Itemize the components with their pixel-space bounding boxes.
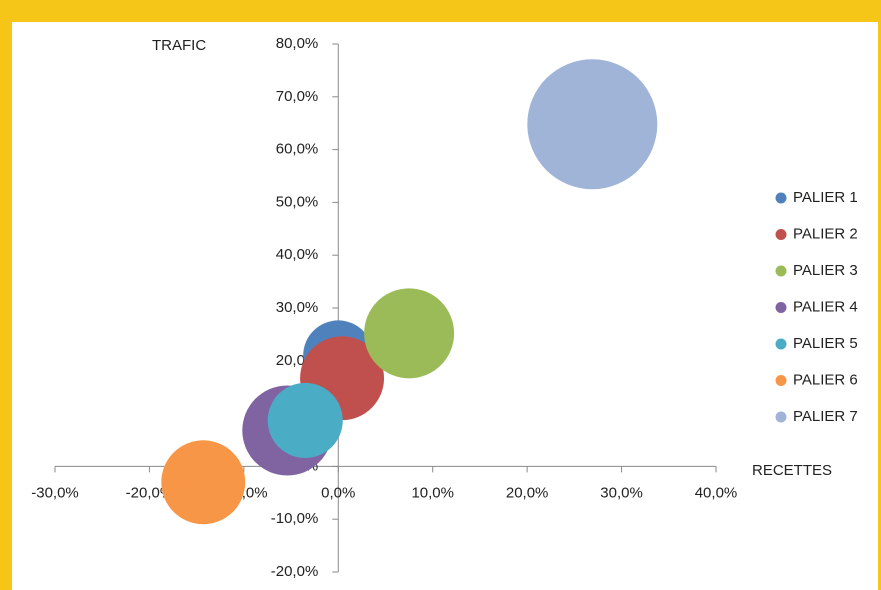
legend-label: PALIER 2 [793,225,858,242]
y-tick-label: -10,0% [271,510,319,527]
legend-label: PALIER 1 [793,189,858,206]
y-tick-label: 30,0% [276,299,319,316]
x-tick-label: 20,0% [506,484,549,501]
legend-marker [775,411,787,423]
y-tick-label: 50,0% [276,193,319,210]
y-tick-label: 60,0% [276,141,319,158]
bubble [267,382,343,458]
bubble [527,59,658,190]
legend-label: PALIER 6 [793,371,858,388]
x-tick-label: 30,0% [600,484,643,501]
bubble [364,288,455,379]
x-tick-label: -20,0% [126,484,174,501]
legend-label: PALIER 7 [793,408,858,425]
legend-marker [775,265,787,277]
y-axis-title: TRAFIC [152,37,206,54]
plot-background [12,22,878,590]
legend-marker [775,229,787,240]
y-tick-label: -20,0% [271,563,319,580]
x-tick-label: 0,0% [321,484,355,501]
legend-marker [775,375,787,386]
legend-label: PALIER 3 [793,262,858,279]
legend-label: PALIER 4 [793,298,858,315]
x-tick-label: -30,0% [31,484,79,501]
bubble [161,440,246,525]
legend-label: PALIER 5 [793,335,858,352]
legend-marker [775,302,787,313]
x-tick-label: 40,0% [695,484,738,501]
x-axis-title: RECETTES [752,462,832,479]
y-tick-label: 70,0% [276,88,319,105]
legend-marker [775,192,787,204]
x-tick-label: 10,0% [411,484,454,501]
y-tick-label: 40,0% [276,246,319,263]
legend-marker [775,338,787,350]
y-tick-label: 80,0% [276,35,319,52]
